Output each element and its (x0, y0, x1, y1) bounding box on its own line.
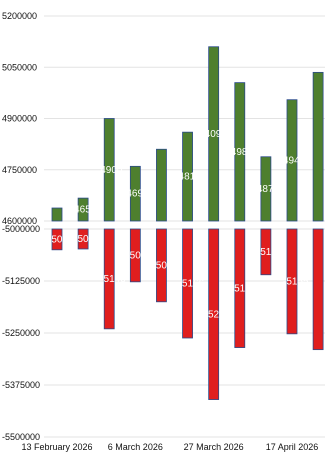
bar-negative (77, 228, 89, 250)
bar-data-label: -5055 (74, 234, 100, 245)
y-axis-top: 4600000 4750000 4900000 5050000 5200000 (2, 11, 37, 226)
x-tick-label: 17 April 2026 (266, 442, 319, 452)
bar-negative (129, 228, 141, 283)
bars-bottom: -5055 -5055 -5140 -5083-5087-5166 -5223 -5139… (48, 228, 324, 400)
y-tick-label: -5000000 (2, 224, 40, 234)
y-tick-label: 4750000 (2, 165, 37, 175)
bar-positive (103, 118, 115, 222)
bar-positive (129, 165, 141, 222)
bar-data-label: -5083 (126, 250, 152, 261)
bar-data-label: 4099 (205, 129, 228, 140)
bar-data-label: -5140 (100, 274, 126, 285)
bar-positive (182, 131, 193, 222)
bar-positive (51, 207, 63, 222)
y-tick-label: -5250000 (2, 328, 40, 338)
y-tick-label: 5200000 (2, 11, 37, 21)
bar-negative (156, 228, 167, 303)
x-axis: 13 February 2026 6 March 2026 27 March 202… (21, 442, 318, 452)
bar-data-label: 4655 (74, 205, 97, 216)
bar-negative (260, 228, 272, 276)
bar-negative (312, 228, 324, 351)
bar-negative (103, 228, 115, 330)
grid-top (44, 15, 325, 222)
bar-negative (286, 228, 298, 335)
bar-data-label: -5055 (48, 234, 74, 245)
bar-negative (208, 228, 220, 400)
x-tick-label: 27 March 2026 (184, 442, 244, 452)
bar-data-label: -5166 (179, 278, 205, 289)
bar-data-label: -5223 (205, 309, 231, 320)
bar-positive (77, 197, 89, 222)
bar-negative (182, 228, 193, 339)
y-tick-label: 5050000 (2, 62, 37, 72)
bar-positive (312, 71, 324, 222)
bar-positive (234, 82, 246, 222)
bar-data-label: -5155 (283, 276, 309, 287)
bar-negative (51, 228, 63, 251)
y-tick-label: 4900000 (2, 114, 37, 124)
bar-positive (156, 148, 167, 222)
bar-data-label: 4982 (231, 147, 254, 158)
bar-data-label: -5117 (257, 247, 282, 258)
bar-data-label: 4871 (257, 184, 280, 195)
y-axis-bottom: -5000000 -5125000 -5250000 -5375000 -5500000 (2, 224, 40, 442)
bar-data-label: 4696 (126, 189, 149, 200)
bar-data-label: -5139 (231, 283, 257, 294)
y-tick-label: -5125000 (2, 276, 40, 286)
bars-top: 465549004696481540994982487149404807 (51, 46, 324, 222)
bar-data-label: 4900 (100, 165, 123, 176)
bar-data-label: 4815 (179, 172, 202, 183)
y-tick-label: -5375000 (2, 380, 40, 390)
y-tick-label: -5500000 (2, 432, 40, 442)
x-tick-label: 13 February 2026 (21, 442, 92, 452)
bar-negative (234, 228, 246, 348)
bar-positive (208, 46, 220, 222)
bar-data-label: -5087 (152, 260, 178, 271)
x-tick-label: 6 March 2026 (108, 442, 163, 452)
y-tick-label: 4600000 (2, 216, 37, 226)
bar-positive (286, 99, 298, 222)
bar-positive (260, 156, 272, 222)
bar-data-label: 4940 (283, 155, 306, 166)
